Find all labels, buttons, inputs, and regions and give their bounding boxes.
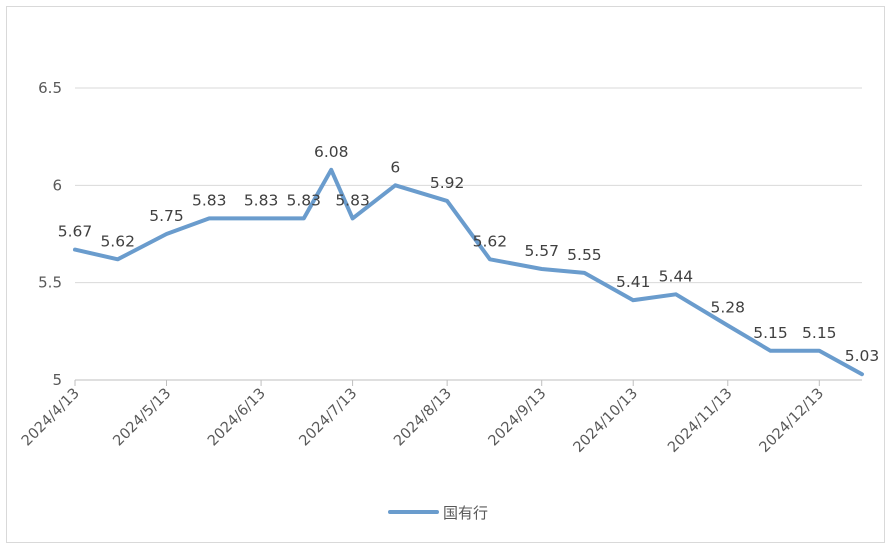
- data-point: [393, 183, 397, 187]
- series-line-group: [73, 167, 864, 377]
- data-point: [207, 216, 211, 220]
- data-point: [302, 216, 306, 220]
- data-point: [674, 292, 678, 296]
- data-label: 5.44: [659, 267, 694, 285]
- x-tick-label: 2024/10/13: [571, 386, 641, 456]
- data-point: [259, 216, 263, 220]
- data-label: 5.57: [524, 242, 559, 260]
- legend: 国有行: [388, 504, 488, 522]
- data-label: 5.28: [711, 298, 746, 316]
- data-label: 5.83: [244, 191, 279, 209]
- data-label: 5.55: [567, 246, 602, 264]
- data-label: 5.67: [58, 223, 93, 241]
- x-tick-label: 2024/9/13: [486, 386, 550, 450]
- grid-lines: [75, 87, 862, 284]
- data-point: [73, 248, 77, 252]
- x-axis: 2024/4/13 2024/5/13 2024/6/13 2024/7/13 2024…: [19, 379, 862, 456]
- data-label: 5.15: [802, 324, 837, 342]
- data-point: [860, 372, 864, 376]
- series-line: [73, 167, 864, 377]
- y-tick-label: 6.5: [38, 79, 62, 97]
- data-point: [631, 298, 635, 302]
- data-labels: 5.67 5.62 5.75 5.83 5.83 5.83 6.08 5.83 6 5.92 5.6…: [58, 143, 880, 365]
- data-point: [768, 349, 772, 353]
- data-label: 6: [390, 158, 400, 176]
- data-label: 6.08: [314, 143, 349, 161]
- data-point: [351, 216, 355, 220]
- x-tick-label: 2024/7/13: [297, 386, 361, 450]
- y-tick-label: 5: [52, 371, 62, 389]
- chart-frame: [6, 6, 885, 543]
- data-label: 5.15: [753, 324, 788, 342]
- data-point: [329, 168, 333, 172]
- legend-label: 国有行: [443, 504, 488, 522]
- y-axis-ticks: 5 5.5 6 6.5: [38, 79, 62, 389]
- data-label: 5.92: [430, 174, 465, 192]
- data-label: 5.83: [192, 191, 227, 209]
- x-tick-label: 2024/8/13: [391, 386, 455, 450]
- x-tick-label: 2024/5/13: [110, 386, 174, 450]
- data-label: 5.03: [845, 347, 880, 365]
- data-point: [488, 257, 492, 261]
- data-label: 5.62: [473, 232, 508, 250]
- data-label: 5.41: [616, 273, 651, 291]
- data-point: [445, 199, 449, 203]
- x-tick-label: 2024/11/13: [665, 386, 735, 456]
- data-label: 5.62: [100, 232, 135, 250]
- data-point: [726, 323, 730, 327]
- data-label: 5.75: [149, 207, 184, 225]
- x-tick-label: 2024/6/13: [205, 386, 269, 450]
- x-tick-label: 2024/12/13: [757, 386, 827, 456]
- y-tick-label: 5.5: [38, 274, 62, 292]
- data-point: [582, 271, 586, 275]
- y-tick-label: 6: [52, 176, 62, 194]
- data-label: 5.83: [335, 191, 370, 209]
- data-point: [817, 349, 821, 353]
- x-tick-label: 2024/4/13: [19, 386, 83, 450]
- data-point: [540, 267, 544, 271]
- data-label: 5.83: [287, 191, 322, 209]
- data-point: [116, 257, 120, 261]
- data-point: [165, 232, 169, 236]
